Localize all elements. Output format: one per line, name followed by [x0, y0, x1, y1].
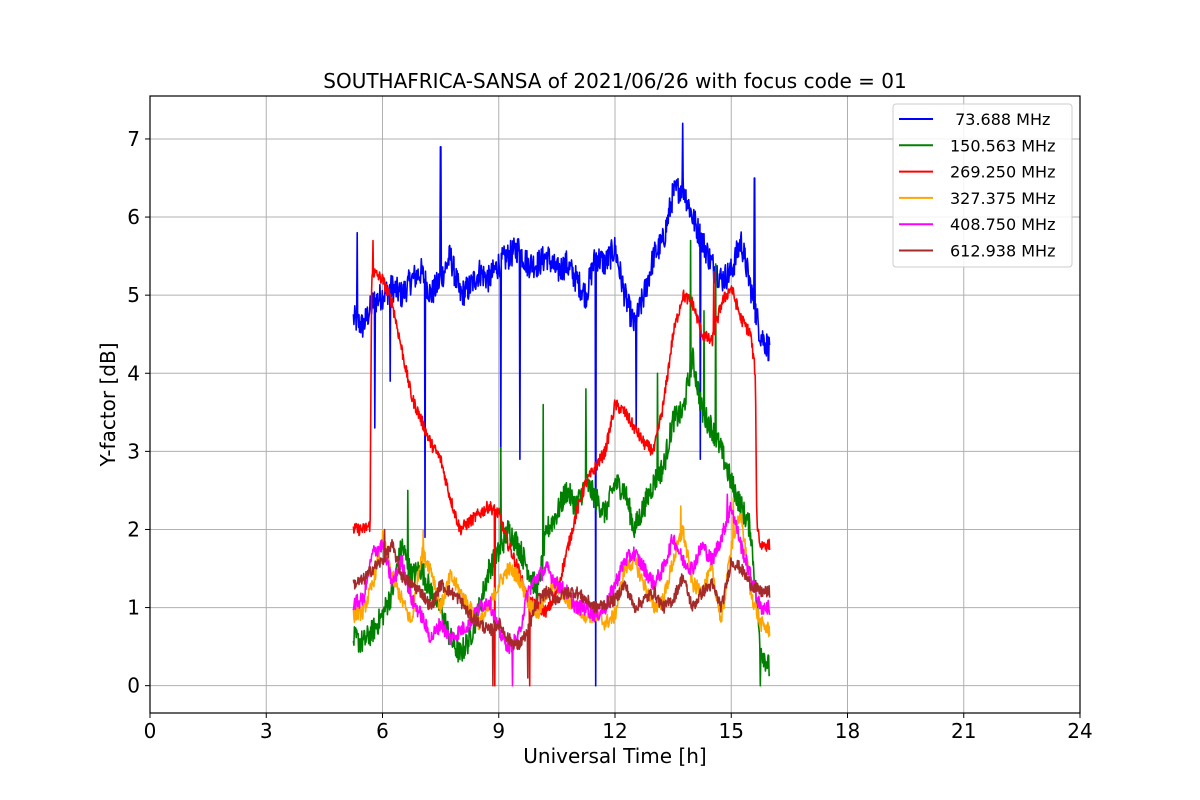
series-line-5: [352, 528, 771, 687]
x-tick-label: 9: [492, 719, 505, 743]
y-tick-label: 5: [127, 283, 140, 307]
legend: 73.688 MHz 150.563 MHz 269.250 MHz 327.375 …: [892, 103, 1073, 268]
x-axis-label: Universal Time [h]: [523, 744, 706, 768]
series-line-2: [352, 239, 771, 687]
x-tick-label: 6: [376, 719, 389, 743]
legend-label-4: 408.750 MHz: [950, 215, 1055, 234]
series-line-0: [352, 122, 771, 687]
y-tick-label: 3: [127, 439, 140, 463]
y-tick-label: 6: [127, 205, 140, 229]
legend-label-5: 612.938 MHz: [950, 242, 1055, 261]
y-axis: 0 1 2 3 4 5 6 7: [127, 127, 150, 698]
series-line-1: [352, 239, 771, 687]
x-tick-label: 3: [260, 719, 273, 743]
x-tick-label: 21: [951, 719, 976, 743]
x-axis: 0 3 6 9 12 15 18 21 24: [144, 713, 1093, 743]
y-tick-label: 7: [127, 127, 140, 151]
y-tick-label: 0: [127, 674, 140, 698]
legend-label-3: 327.375 MHz: [950, 189, 1055, 208]
y-tick-label: 4: [127, 361, 140, 385]
x-tick-label: 24: [1067, 719, 1092, 743]
y-tick-label: 1: [127, 596, 140, 620]
x-tick-label: 0: [144, 719, 157, 743]
x-tick-label: 15: [719, 719, 744, 743]
series-layer: [352, 122, 771, 687]
legend-label-2: 269.250 MHz: [950, 163, 1055, 182]
y-axis-label: Y-factor [dB]: [96, 342, 120, 467]
chart-title: SOUTHAFRICA-SANSA of 2021/06/26 with foc…: [323, 69, 907, 93]
legend-label-1: 150.563 MHz: [950, 136, 1055, 155]
x-tick-label: 18: [835, 719, 860, 743]
x-tick-label: 12: [602, 719, 627, 743]
legend-box: [892, 103, 1073, 268]
legend-label-0: 73.688 MHz: [950, 110, 1050, 129]
y-tick-label: 2: [127, 517, 140, 541]
